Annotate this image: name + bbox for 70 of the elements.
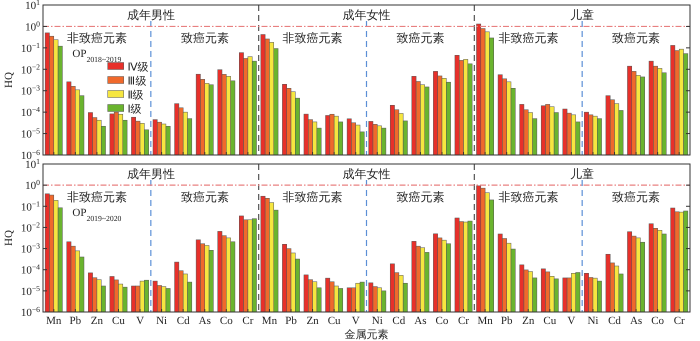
annotation: 非致癌元素 — [66, 31, 127, 45]
x-tick-label: V — [352, 315, 360, 327]
x-tick-label: Mn — [477, 315, 494, 327]
y-axis-title: HQ — [3, 230, 15, 246]
annotation: 非致癌元素 — [66, 190, 127, 204]
x-tick-label: As — [198, 315, 211, 327]
x-tick-label: Cu — [543, 315, 557, 327]
x-tick-label: Cr — [242, 315, 254, 327]
x-tick-label: Ni — [156, 315, 168, 327]
y-tick-label: 10$^{−1}$ — [20, 198, 40, 214]
annotation: 非致癌元素 — [282, 31, 343, 45]
annotation: 致癌元素 — [180, 31, 229, 45]
x-tick-label: Zn — [306, 315, 320, 327]
y-tick-label: 10$^{−4}$ — [20, 104, 40, 120]
annotation: 致癌元素 — [396, 31, 444, 45]
x-tick-label: Cr — [674, 315, 686, 327]
legend-label: Ⅲ级 — [128, 76, 147, 88]
x-tick-label: Pb — [285, 315, 298, 327]
x-tick-label: Co — [220, 315, 234, 327]
x-tick-label: Ni — [587, 315, 598, 327]
annotation: 非致癌元素 — [498, 31, 558, 45]
x-tick-label: Cu — [112, 315, 126, 327]
y-tick-label: 10$^{−4}$ — [20, 262, 40, 277]
annotation: 成年女性 — [342, 167, 390, 181]
x-tick-label: Mn — [46, 315, 62, 327]
x-tick-label: Cu — [328, 315, 342, 327]
legend-label: Ⅰ级 — [128, 104, 142, 116]
y-tick-label: 10$^{−3}$ — [20, 83, 40, 98]
y-tick-label: 10$^{−6}$ — [20, 304, 40, 319]
annotation: 致癌元素 — [180, 190, 229, 204]
x-tick-label: Zn — [90, 315, 104, 327]
x-tick-label: As — [414, 315, 427, 327]
x-tick-label: Zn — [522, 315, 535, 327]
x-tick-label: Ni — [372, 315, 383, 327]
legend-label: Ⅳ级 — [128, 62, 149, 74]
y-tick-label: 10$^{−5}$ — [20, 283, 40, 298]
y-axis-title: HQ — [3, 72, 15, 88]
x-tick-label: V — [567, 315, 576, 327]
x-tick-label: Mn — [262, 315, 278, 327]
annotation: OP$_{2019~2020}$ — [72, 207, 122, 222]
y-tick-label: 10$^{−3}$ — [20, 241, 40, 256]
annotation: 儿童 — [570, 8, 594, 22]
annotation: 非致癌元素 — [282, 190, 343, 204]
x-tick-label: Cd — [176, 315, 190, 327]
y-tick-label: 10$^{−2}$ — [20, 220, 40, 234]
annotation: 非致癌元素 — [498, 190, 558, 204]
x-axis-title: 金属元素 — [344, 328, 388, 341]
x-tick-label: Cd — [608, 315, 622, 327]
y-tick-label: 10$^{−5}$ — [20, 126, 40, 141]
annotation: 成年男性 — [126, 8, 175, 22]
x-tick-label: Co — [651, 315, 665, 327]
x-tick-label: Cr — [458, 315, 470, 327]
annotation: 致癌元素 — [612, 190, 660, 204]
y-tick-label: 10$^{−2}$ — [20, 62, 40, 76]
annotation: 成年男性 — [126, 167, 175, 181]
annotation: OP$_{2018~2019}$ — [72, 48, 122, 64]
annotation: 成年女性 — [342, 8, 390, 22]
y-tick-label: 10$^{0}$ — [25, 18, 40, 34]
x-tick-label: Pb — [70, 315, 82, 327]
annotation: 致癌元素 — [612, 31, 660, 45]
x-tick-label: V — [136, 315, 144, 327]
x-tick-label: Cd — [392, 315, 406, 327]
x-tick-label: Co — [436, 315, 449, 327]
annotation: 儿童 — [570, 167, 594, 181]
y-tick-label: 10$^{0}$ — [25, 178, 40, 192]
legend-label: Ⅱ级 — [128, 90, 144, 102]
x-tick-label: As — [630, 315, 642, 327]
x-tick-label: Pb — [500, 315, 513, 327]
y-tick-label: 10$^{−1}$ — [20, 40, 40, 55]
annotation: 致癌元素 — [396, 190, 444, 204]
